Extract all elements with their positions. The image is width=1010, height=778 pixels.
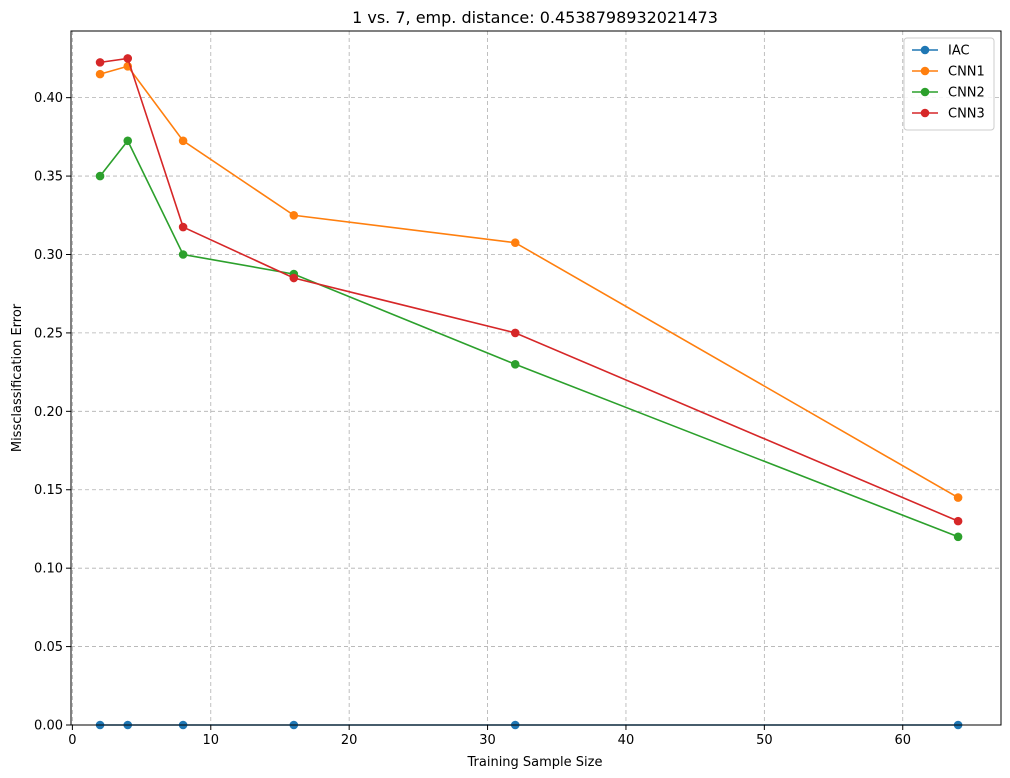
legend-label: CNN3: [948, 107, 985, 122]
y-axis-title: Missclassification Error: [10, 303, 25, 452]
series-cnn1: [95, 61, 963, 502]
legend-box: [903, 37, 995, 131]
legend-item-cnn1: CNN1: [912, 65, 985, 80]
x-tick-label: 40: [618, 733, 635, 748]
legend-item-cnn2: CNN2: [912, 86, 985, 101]
y-tick-label: 0.30: [34, 248, 63, 263]
x-tick-label: 50: [756, 733, 773, 748]
chart-title: 1 vs. 7, emp. distance: 0.45387989320214…: [352, 8, 718, 27]
x-tick-label: 0: [68, 733, 76, 748]
x-tick-label: 10: [203, 733, 220, 748]
data-point-cnn2: [953, 532, 963, 542]
legend-swatch-marker: [920, 45, 930, 55]
y-tick-label: 0.20: [34, 405, 63, 420]
y-tick-label: 0.10: [34, 562, 63, 577]
legend-label: CNN2: [948, 86, 985, 101]
x-tick-label: 20: [341, 733, 358, 748]
y-tick-label: 0.25: [34, 326, 63, 341]
data-point-cnn2: [123, 136, 133, 146]
legend-swatch-marker: [920, 87, 930, 97]
data-point-cnn3: [289, 273, 299, 283]
series-line-cnn3: [99, 57, 959, 522]
legend-swatch-marker: [920, 108, 930, 118]
y-tick-label: 0.00: [34, 719, 63, 734]
x-tick-label: 30: [479, 733, 496, 748]
data-point-cnn2: [510, 359, 520, 369]
legend: IAC CNN1 CNN2 CNN3: [903, 37, 995, 131]
data-point-cnn3: [178, 222, 188, 232]
legend-item-iac: IAC: [912, 44, 970, 59]
series-line-cnn1: [99, 65, 959, 499]
y-tick-label: 0.05: [34, 640, 63, 655]
data-point-cnn3: [95, 58, 105, 67]
y-tick-label: 0.40: [34, 91, 63, 106]
series-cnn3: [95, 54, 963, 526]
data-point-cnn3: [123, 54, 133, 63]
series-line-cnn2: [99, 139, 959, 538]
x-tick-label: 60: [894, 733, 911, 748]
x-axis-title: Training Sample Size: [467, 755, 603, 770]
data-point-cnn1: [953, 493, 963, 502]
data-point-cnn1: [95, 69, 105, 79]
y-tick-label: 0.15: [34, 483, 63, 498]
data-point-cnn3: [510, 328, 520, 338]
data-point-cnn1: [178, 136, 188, 146]
legend-swatch-marker: [920, 66, 930, 76]
data-point-cnn1: [510, 238, 520, 248]
data-point-cnn2: [178, 250, 188, 259]
data-point-cnn3: [953, 516, 963, 526]
legend-item-cnn3: CNN3: [912, 107, 985, 122]
legend-label: IAC: [948, 44, 970, 59]
y-tick-label: 0.35: [34, 170, 63, 185]
plot-frame: [70, 30, 1002, 726]
legend-label: CNN1: [948, 65, 985, 80]
data-point-cnn1: [289, 210, 299, 220]
ticks: 0 10 20 30 40 50 60 0.00 0.05 0.10 0.15 0.20 0.25 0.3…: [34, 91, 911, 748]
data-point-cnn2: [95, 171, 105, 181]
